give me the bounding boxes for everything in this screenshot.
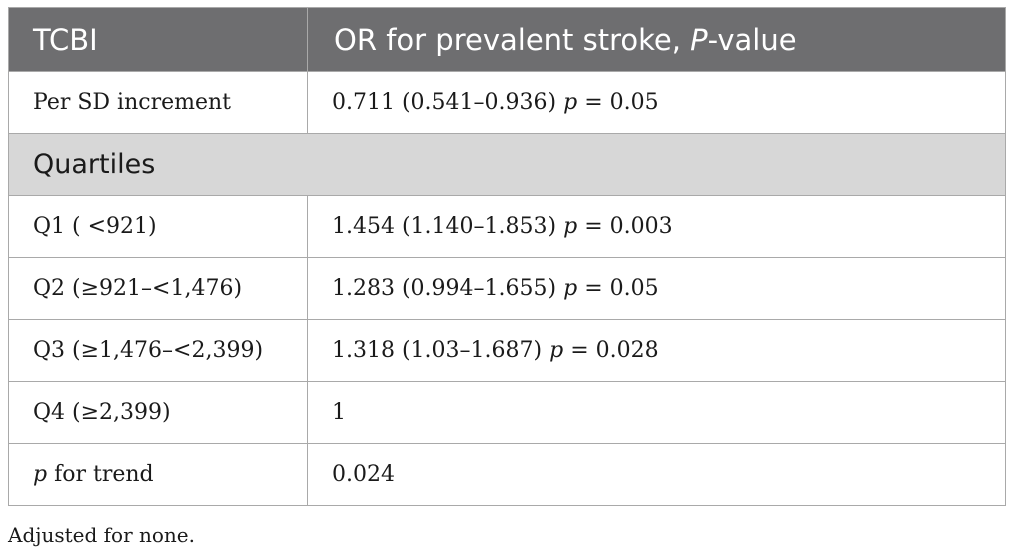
trend-label-rest: for trend: [47, 462, 154, 487]
row-label: p for trend: [8, 443, 308, 506]
row-value: 1.318 (1.03–1.687) p = 0.028: [307, 319, 1006, 382]
table-row: Q3 (≥1,476–<2,399) 1.318 (1.03–1.687) p …: [8, 319, 1006, 382]
row-label: Q2 (≥921–<1,476): [8, 257, 308, 320]
table-row: Q2 (≥921–<1,476) 1.283 (0.994–1.655) p =…: [8, 257, 1006, 320]
header-row: TCBI OR for prevalent stroke, P-value: [8, 7, 1006, 72]
header-or-prefix: OR for prevalent stroke,: [334, 22, 691, 57]
row-label: Q4 (≥2,399): [8, 381, 308, 444]
value-rest: = 0.028: [563, 338, 659, 363]
section-label: Quartiles: [8, 133, 1006, 196]
footnote: Adjusted for none.: [8, 523, 195, 547]
row-label: Q1 ( <921): [8, 195, 308, 258]
value-rest: = 0.003: [577, 214, 673, 239]
header-or: OR for prevalent stroke, P-value: [307, 7, 1006, 72]
row-value: 0.711 (0.541–0.936) p = 0.05: [307, 71, 1006, 134]
row-value: 1.283 (0.994–1.655) p = 0.05: [307, 257, 1006, 320]
value-main: 1.454 (1.140–1.853): [332, 214, 564, 239]
value-p: p: [563, 214, 578, 239]
header-or-suffix: -value: [707, 22, 797, 57]
row-label: Per SD increment: [8, 71, 308, 134]
value-p: p: [563, 276, 578, 301]
value-main: 0.711 (0.541–0.936): [332, 90, 564, 115]
value-p: p: [563, 90, 578, 115]
row-value: 0.024: [307, 443, 1006, 506]
value-rest: = 0.05: [577, 90, 659, 115]
value-main: 1: [332, 400, 346, 425]
header-or-p: P: [690, 22, 708, 57]
header-tcbi: TCBI: [8, 7, 308, 72]
table-row: Q1 ( <921) 1.454 (1.140–1.853) p = 0.003: [8, 195, 1006, 258]
results-table: TCBI OR for prevalent stroke, P-value Pe…: [8, 7, 1006, 506]
trend-row: p for trend 0.024: [8, 443, 1006, 506]
value-rest: = 0.05: [577, 276, 659, 301]
section-row: Quartiles: [8, 133, 1006, 196]
row-value: 1.454 (1.140–1.853) p = 0.003: [307, 195, 1006, 258]
table-row: Q4 (≥2,399) 1: [8, 381, 1006, 444]
trend-p: p: [33, 462, 48, 487]
row-label: Q3 (≥1,476–<2,399): [8, 319, 308, 382]
value-main: 1.283 (0.994–1.655): [332, 276, 564, 301]
table-row: Per SD increment 0.711 (0.541–0.936) p =…: [8, 71, 1006, 134]
row-value: 1: [307, 381, 1006, 444]
value-p: p: [549, 338, 564, 363]
value-main: 1.318 (1.03–1.687): [332, 338, 550, 363]
